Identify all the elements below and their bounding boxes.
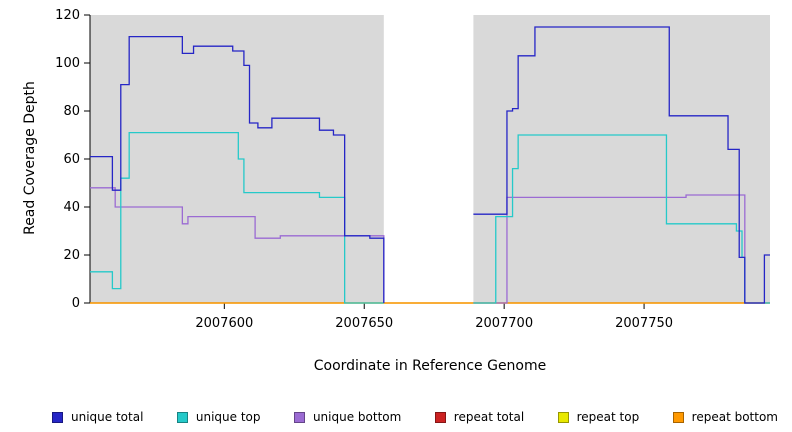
legend-item-unique-total: unique total: [52, 410, 143, 424]
legend-swatch-icon: [52, 411, 63, 423]
legend-label: unique total: [71, 410, 144, 424]
legend-swatch-icon: [434, 411, 446, 423]
x-axis-title: Coordinate in Reference Genome: [313, 358, 547, 374]
x-tick-label: 2007650: [335, 316, 393, 331]
legend-swatch-icon: [293, 411, 305, 423]
legend-label: unique top: [195, 410, 261, 424]
y-tick-label: 120: [55, 8, 80, 23]
y-tick-label: 0: [72, 296, 80, 311]
legend-label: repeat top: [576, 410, 640, 424]
series-unique-top: [90, 131, 384, 304]
legend-item-repeat-bottom: repeat bottom: [672, 410, 778, 424]
x-tick-label: 2007600: [195, 316, 253, 331]
y-axis-title: Read Coverage Depth: [22, 81, 38, 235]
y-tick-label: 40: [63, 200, 80, 215]
series-unique-bottom: [90, 187, 385, 303]
y-tick-label: 100: [55, 56, 80, 71]
y-tick-label: 60: [63, 152, 80, 167]
legend-item-unique-top: unique top: [176, 410, 261, 424]
legend-swatch-icon: [176, 411, 188, 423]
legend: unique total unique top unique bottom repea…: [0, 410, 792, 424]
series-unique-total: [90, 35, 385, 303]
legend-swatch-icon: [557, 411, 569, 423]
legend-label: unique bottom: [312, 410, 402, 424]
x-tick-label: 2007750: [615, 316, 673, 331]
plot-panel: [90, 15, 384, 303]
plot-panel: [473, 15, 770, 303]
series-unique-bottom: [473, 194, 770, 304]
y-tick-label: 80: [63, 104, 80, 119]
legend-swatch-icon: [672, 411, 684, 423]
legend-item-repeat-total: repeat total: [434, 410, 525, 424]
legend-label: repeat bottom: [691, 410, 778, 424]
series-unique-total: [473, 26, 770, 304]
x-tick-label: 2007700: [475, 316, 533, 331]
legend-item-unique-bottom: unique bottom: [293, 410, 402, 424]
legend-item-repeat-top: repeat top: [557, 410, 640, 424]
legend-label: repeat total: [453, 410, 525, 424]
y-tick-label: 20: [63, 248, 80, 263]
